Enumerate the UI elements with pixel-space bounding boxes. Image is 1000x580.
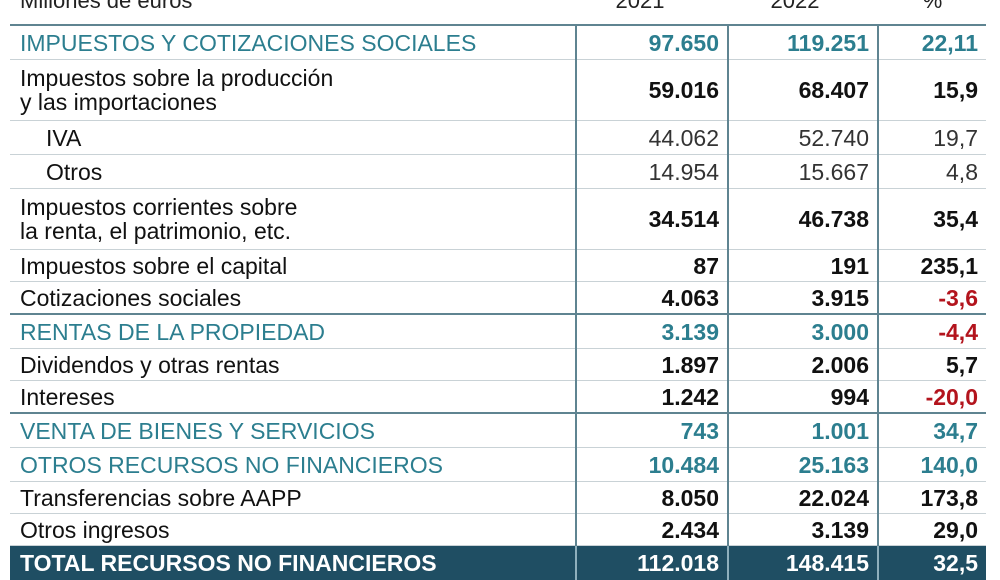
- row-label: Transferencias sobre AAPP: [10, 482, 576, 514]
- row-label: Impuestos sobre el capital: [10, 250, 576, 282]
- value-2022: 52.740: [728, 121, 878, 155]
- value-percent: -20,0: [878, 381, 986, 414]
- value-2022: 119.251: [728, 25, 878, 60]
- value-percent: 173,8: [878, 482, 986, 514]
- value-2022: 148.415: [728, 546, 878, 580]
- value-2022: 3.139: [728, 514, 878, 546]
- value-2021: 87: [576, 250, 728, 282]
- value-2022: 22.024: [728, 482, 878, 514]
- value-2022: 2.006: [728, 349, 878, 381]
- column-header-2021: 2021: [580, 0, 700, 8]
- value-percent: 32,5: [878, 546, 986, 580]
- value-2021: 97.650: [576, 25, 728, 60]
- column-header-2022: 2022: [730, 0, 860, 8]
- row-label: TOTAL RECURSOS NO FINANCIEROS: [10, 546, 576, 580]
- value-percent: 140,0: [878, 448, 986, 482]
- value-2021: 743: [576, 413, 728, 448]
- value-percent: 35,4: [878, 189, 986, 250]
- value-2021: 1.242: [576, 381, 728, 414]
- value-2021: 34.514: [576, 189, 728, 250]
- value-2022: 68.407: [728, 60, 878, 121]
- value-2022: 994: [728, 381, 878, 414]
- value-percent: 29,0: [878, 514, 986, 546]
- value-percent: 4,8: [878, 155, 986, 189]
- value-percent: 235,1: [878, 250, 986, 282]
- row-label: Otros ingresos: [10, 514, 576, 546]
- value-2021: 3.139: [576, 314, 728, 349]
- row-label: OTROS RECURSOS NO FINANCIEROS: [10, 448, 576, 482]
- value-2021: 1.897: [576, 349, 728, 381]
- value-2021: 2.434: [576, 514, 728, 546]
- value-2022: 46.738: [728, 189, 878, 250]
- row-label: VENTA DE BIENES Y SERVICIOS: [10, 413, 576, 448]
- row-label: Otros: [10, 155, 576, 189]
- value-2022: 3.915: [728, 282, 878, 315]
- value-percent: -3,6: [878, 282, 986, 315]
- row-label: IMPUESTOS Y COTIZACIONES SOCIALES: [10, 25, 576, 60]
- column-header-percent: %: [885, 0, 980, 8]
- value-percent: 5,7: [878, 349, 986, 381]
- value-2021: 112.018: [576, 546, 728, 580]
- units-label: Millones de euros: [20, 0, 192, 8]
- row-label: Dividendos y otras rentas: [10, 349, 576, 381]
- value-2022: 25.163: [728, 448, 878, 482]
- value-2021: 14.954: [576, 155, 728, 189]
- value-2021: 59.016: [576, 60, 728, 121]
- row-label: IVA: [10, 121, 576, 155]
- value-2021: 8.050: [576, 482, 728, 514]
- row-label: Cotizaciones sociales: [10, 282, 576, 315]
- value-2022: 191: [728, 250, 878, 282]
- value-2022: 3.000: [728, 314, 878, 349]
- value-percent: 22,11: [878, 25, 986, 60]
- value-2021: 4.063: [576, 282, 728, 315]
- value-2021: 44.062: [576, 121, 728, 155]
- value-percent: 15,9: [878, 60, 986, 121]
- value-percent: 19,7: [878, 121, 986, 155]
- value-percent: 34,7: [878, 413, 986, 448]
- row-label: RENTAS DE LA PROPIEDAD: [10, 314, 576, 349]
- table-header: Millones de euros 2021 2022 %: [0, 0, 1000, 24]
- value-2022: 15.667: [728, 155, 878, 189]
- value-percent: -4,4: [878, 314, 986, 349]
- value-2022: 1.001: [728, 413, 878, 448]
- value-2021: 10.484: [576, 448, 728, 482]
- row-label: Intereses: [10, 381, 576, 414]
